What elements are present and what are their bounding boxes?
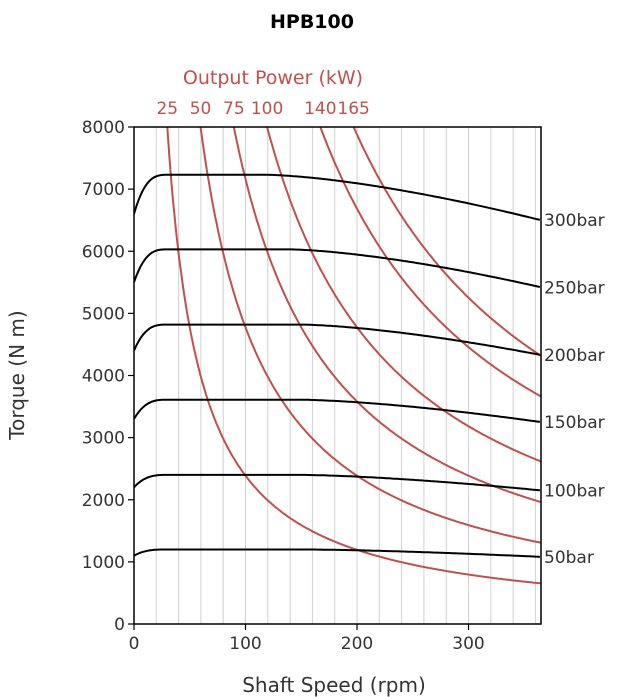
- power-curve-50: [199, 127, 541, 544]
- pressure-label-300bar: 300bar: [544, 211, 605, 231]
- y-tick-label: 5000: [82, 304, 125, 324]
- y-tick-label: 1000: [82, 553, 125, 573]
- torque-curve-100bar: [134, 473, 540, 492]
- chart-title: HPB100: [270, 11, 354, 33]
- pressure-label-100bar: 100bar: [544, 481, 605, 501]
- torque-curve-300bar: [134, 173, 541, 221]
- power-label-140: 140: [304, 99, 336, 119]
- power-axis-title: Output Power (kW): [183, 67, 363, 89]
- pressure-labels: 300bar 250bar 200bar 150bar 100bar 50bar: [544, 211, 605, 568]
- pressure-label-150bar: 150bar: [544, 413, 605, 433]
- x-tick-label: 0: [129, 634, 140, 654]
- y-tick-label: 0: [114, 615, 125, 635]
- x-tick-label: 300: [452, 634, 484, 654]
- power-label-50: 50: [190, 99, 212, 119]
- power-curve-75: [232, 127, 541, 504]
- power-curve-165: [352, 127, 541, 358]
- pressure-label-200bar: 200bar: [544, 346, 605, 366]
- torque-curves: [134, 173, 541, 558]
- x-tick-label: 100: [229, 634, 261, 654]
- y-tick-labels: 0 1000 2000 3000 4000 5000 6000 7000 8000: [82, 118, 134, 635]
- y-axis-label: Torque (N m): [5, 310, 29, 440]
- power-curve-100: [266, 127, 541, 463]
- y-tick-label: 2000: [82, 491, 125, 511]
- power-label-100: 100: [251, 99, 283, 119]
- power-labels: 25 50 75 100 140 165: [156, 99, 369, 119]
- y-tick-label: 7000: [82, 180, 125, 200]
- y-tick-label: 3000: [82, 429, 125, 449]
- pressure-label-250bar: 250bar: [544, 278, 605, 298]
- torque-curve-150bar: [134, 398, 541, 423]
- power-curve-25: [166, 127, 541, 585]
- y-tick-label: 6000: [82, 242, 125, 262]
- y-tick-label: 4000: [82, 367, 125, 387]
- pressure-label-50bar: 50bar: [544, 548, 594, 568]
- torque-curve-50bar: [134, 548, 540, 558]
- x-axis-label: Shaft Speed (rpm): [242, 673, 426, 697]
- power-curves: [166, 127, 541, 585]
- power-label-165: 165: [337, 99, 369, 119]
- power-curve-140: [319, 127, 541, 398]
- x-tick-labels: 0 100 200 300: [129, 624, 485, 654]
- plot-frame: [133, 126, 542, 625]
- power-label-25: 25: [156, 99, 178, 119]
- torque-curve-200bar: [134, 323, 541, 356]
- y-tick-label: 8000: [82, 118, 125, 138]
- gridlines: [155, 127, 536, 624]
- power-label-75: 75: [223, 99, 245, 119]
- torque-curve-250bar: [134, 248, 541, 288]
- x-tick-label: 200: [341, 634, 373, 654]
